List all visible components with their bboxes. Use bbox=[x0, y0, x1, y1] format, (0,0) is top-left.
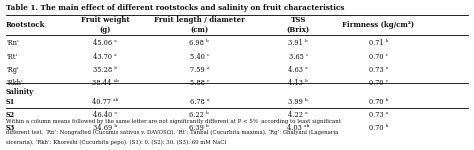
Text: 6.98 ᵇ: 6.98 ᵇ bbox=[190, 39, 209, 47]
Text: 43.70 ᵃ: 43.70 ᵃ bbox=[93, 53, 117, 61]
Text: 3.65 ᶜ: 3.65 ᶜ bbox=[289, 53, 308, 61]
Text: 0.70 ᵇ: 0.70 ᵇ bbox=[369, 124, 388, 132]
Text: 0.70 ᶜ: 0.70 ᶜ bbox=[369, 79, 388, 87]
Text: S1: S1 bbox=[6, 98, 16, 105]
Text: 5.88 ᶜ: 5.88 ᶜ bbox=[190, 79, 209, 87]
Text: 6.39 ᵇ: 6.39 ᵇ bbox=[190, 124, 209, 132]
Text: Firmness (kg/cm²): Firmness (kg/cm²) bbox=[342, 21, 414, 29]
Text: 45.06 ᵃ: 45.06 ᵃ bbox=[93, 39, 117, 47]
Text: 'Rn': 'Rn' bbox=[6, 39, 19, 47]
Text: 0.73 ᵃ: 0.73 ᵃ bbox=[369, 66, 388, 74]
Text: 35.28 ᵇ: 35.28 ᵇ bbox=[93, 66, 117, 74]
Text: S2: S2 bbox=[6, 111, 15, 119]
Text: 34.69 ᵇ: 34.69 ᵇ bbox=[93, 124, 117, 132]
Text: Fruit weight
(g): Fruit weight (g) bbox=[81, 16, 129, 34]
Text: 4.13 ᵇ: 4.13 ᵇ bbox=[288, 79, 308, 87]
Text: Rootstock: Rootstock bbox=[6, 21, 46, 29]
Text: Fruit length / diameter
(cm): Fruit length / diameter (cm) bbox=[154, 16, 245, 34]
Text: different test. ‘Rn’: Nongrafted (Cucumis sativus v. DAVOSΩ), ‘Rt’: Tanbal (Cucu: different test. ‘Rn’: Nongrafted (Cucumi… bbox=[6, 129, 338, 135]
Text: 0.70 ᵇ: 0.70 ᵇ bbox=[369, 98, 388, 105]
Text: TSS
(Brix): TSS (Brix) bbox=[287, 16, 310, 34]
Text: 4.03 ᵃᵇ: 4.03 ᵃᵇ bbox=[287, 124, 310, 132]
Text: 'Rkh': 'Rkh' bbox=[6, 79, 23, 87]
Text: 7.59 ᵃ: 7.59 ᵃ bbox=[190, 66, 209, 74]
Text: 3.99 ᵇ: 3.99 ᵇ bbox=[288, 98, 308, 105]
Text: 'Rt': 'Rt' bbox=[6, 53, 18, 61]
Text: 0.71 ᵇ: 0.71 ᵇ bbox=[369, 39, 388, 47]
Text: 40.77 ᵃᵇ: 40.77 ᵃᵇ bbox=[92, 98, 118, 105]
Text: 46.40 ᵃ: 46.40 ᵃ bbox=[93, 111, 117, 119]
Text: 5.40 ᶜ: 5.40 ᶜ bbox=[190, 53, 209, 61]
Text: 0.70 ᶜ: 0.70 ᶜ bbox=[369, 53, 388, 61]
Text: 4.63 ᵃ: 4.63 ᵃ bbox=[288, 66, 308, 74]
Text: 6.22 ᵇ: 6.22 ᵇ bbox=[190, 111, 209, 119]
Text: S3: S3 bbox=[6, 124, 15, 132]
Text: Salinity: Salinity bbox=[6, 88, 34, 96]
Text: 4.22 ᵃ: 4.22 ᵃ bbox=[288, 111, 308, 119]
Text: Within a column means followed by the same letter are not significantly differen: Within a column means followed by the sa… bbox=[6, 119, 341, 124]
Text: 'Rg': 'Rg' bbox=[6, 66, 19, 74]
Text: 38.44 ᵃᵇ: 38.44 ᵃᵇ bbox=[91, 79, 118, 87]
Text: 6.78 ᵃ: 6.78 ᵃ bbox=[190, 98, 209, 105]
Text: Table 1. The main effect of different rootstocks and salinity on fruit character: Table 1. The main effect of different ro… bbox=[6, 4, 345, 12]
Text: 0.73 ᵃ: 0.73 ᵃ bbox=[369, 111, 388, 119]
Text: 3.91 ᵇ: 3.91 ᵇ bbox=[288, 39, 308, 47]
Text: siceraria), ‘Rkh’: Khoreshi (Cucurbita pepo). (S1): 0, (S2): 30, (S3): 60 mM NaC: siceraria), ‘Rkh’: Khoreshi (Cucurbita p… bbox=[6, 139, 226, 145]
